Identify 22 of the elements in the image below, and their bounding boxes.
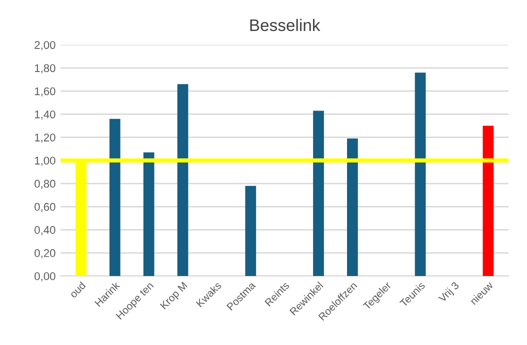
bar xyxy=(347,138,358,276)
y-tick-label: 0,60 xyxy=(34,202,56,212)
y-tick-label: 1,80 xyxy=(34,64,56,74)
y-tick-label: 1,40 xyxy=(34,110,56,120)
chart-title: Besselink xyxy=(250,18,320,32)
bar xyxy=(414,72,426,276)
bar xyxy=(177,84,188,276)
bar xyxy=(313,110,324,276)
y-tick-label: 0,40 xyxy=(34,226,56,236)
y-tick-label: 1,60 xyxy=(34,87,56,97)
bar xyxy=(482,126,494,276)
x-tick-label: Vrij 3 xyxy=(438,281,461,304)
bar xyxy=(245,186,256,276)
y-tick-label: 2,00 xyxy=(34,41,56,50)
y-tick-label: 1,00 xyxy=(34,156,56,166)
y-tick-label: 1,20 xyxy=(34,134,56,143)
y-tick-label: 0,00 xyxy=(34,272,56,282)
y-tick-label: 0,80 xyxy=(34,180,56,189)
y-tick-label: 0,20 xyxy=(34,249,56,258)
x-tick-label: oud xyxy=(68,281,86,298)
bar xyxy=(109,118,120,276)
bar xyxy=(143,152,154,276)
